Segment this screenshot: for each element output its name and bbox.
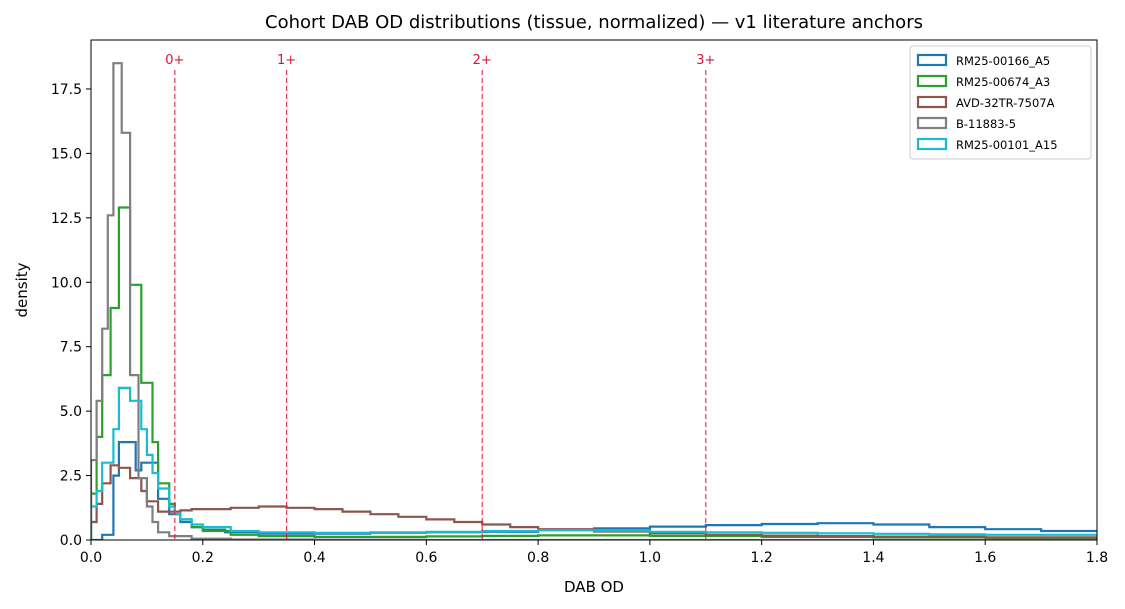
y-tick-label-2: 5.0 xyxy=(60,404,82,420)
series-line-4 xyxy=(91,386,1097,540)
reference-line-label-1: 1+ xyxy=(277,53,296,68)
x-tick-label-7: 1.4 xyxy=(862,550,884,566)
series-line-2 xyxy=(91,464,1097,540)
y-tick-label-4: 10.0 xyxy=(51,275,82,291)
y-tick-label-7: 17.5 xyxy=(51,82,82,98)
reference-line-label-0: 0+ xyxy=(165,53,184,68)
x-tick-label-3: 0.6 xyxy=(415,550,437,566)
legend-label-1: RM25-00674_A3 xyxy=(956,75,1050,89)
legend-swatch-1 xyxy=(916,74,948,88)
x-tick-label-5: 1.0 xyxy=(639,550,661,566)
reference-line-label-2: 2+ xyxy=(473,53,492,68)
y-axis-label: density xyxy=(13,262,31,317)
y-tick-label-6: 15.0 xyxy=(51,146,82,162)
series-line-1 xyxy=(91,206,1097,540)
legend-swatch-4 xyxy=(916,137,948,151)
legend-swatch-3 xyxy=(916,116,948,130)
x-tick-label-0: 0.0 xyxy=(80,550,102,566)
y-tick-label-1: 2.5 xyxy=(60,469,82,485)
reference-line-label-3: 3+ xyxy=(696,53,715,68)
x-tick-label-1: 0.2 xyxy=(192,550,214,566)
x-tick-label-8: 1.6 xyxy=(974,550,996,566)
reference-lines: 0+ 1+ 2+ 3+ xyxy=(165,53,715,540)
y-tick-label-5: 12.5 xyxy=(51,211,82,227)
plot-frame xyxy=(90,39,1098,541)
chart-title: Cohort DAB OD distributions (tissue, nor… xyxy=(265,12,923,33)
legend-box xyxy=(909,45,1092,160)
legend-label-0: RM25-00166_A5 xyxy=(956,54,1050,68)
x-tick-label-6: 1.2 xyxy=(751,550,773,566)
legend: RM25-00166_A5 RM25-00674_A3 AVD-32TR-7507A… xyxy=(909,45,1092,160)
x-tick-label-9: 1.8 xyxy=(1086,550,1108,566)
x-tick-label-2: 0.4 xyxy=(303,550,325,566)
legend-label-2: AVD-32TR-7507A xyxy=(956,96,1055,110)
legend-label-4: RM25-00101_A15 xyxy=(956,138,1058,152)
y-tick-label-0: 0.0 xyxy=(60,533,82,549)
series-line-0 xyxy=(91,441,1097,540)
y-tick-label-3: 7.5 xyxy=(60,340,82,356)
legend-label-3: B-11883-5 xyxy=(956,117,1016,131)
legend-swatch-2 xyxy=(916,95,948,109)
x-axis: 0.0 0.2 0.4 0.6 0.8 1.0 1.2 1.4 1.6 1.8 xyxy=(80,540,1108,566)
x-tick-label-4: 0.8 xyxy=(527,550,549,566)
legend-swatch-0 xyxy=(916,53,948,67)
y-axis: 0.0 2.5 5.0 7.5 10.0 12.5 15.0 17.5 xyxy=(51,82,91,549)
x-axis-label: DAB OD xyxy=(564,578,624,596)
